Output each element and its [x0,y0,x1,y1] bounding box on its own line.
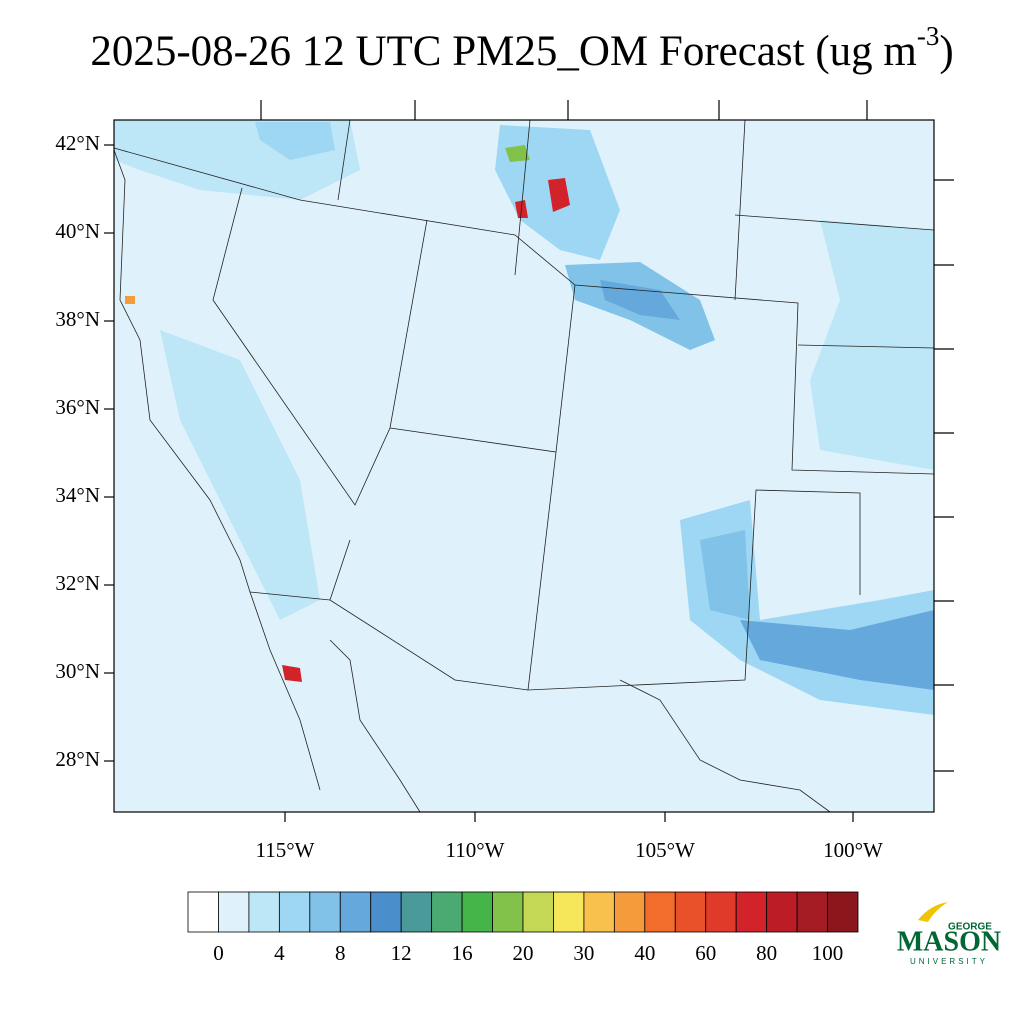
colorbar-cell [553,891,585,933]
title-superscript: -3 [917,21,940,51]
colorbar-cell [796,891,828,933]
boundaries [113,119,935,813]
colorbar-cell [705,891,737,933]
lat-label: 40°N [55,219,100,243]
smoke-region [125,296,135,304]
colorbar-cell [248,891,280,933]
colorbar-cell [400,891,433,933]
logo-name: MASON [897,926,1001,957]
title: 2025-08-26 12 UTC PM25_OM Forecast (ug m… [90,21,953,75]
lat-label: 30°N [55,659,100,683]
colorbar-label: 30 [573,941,594,965]
colorbar-cell [613,891,646,933]
title-main: 2025-08-26 12 UTC PM25_OM Forecast (ug m [90,28,917,75]
colorbar-cell [583,891,615,933]
colorbar-label: 80 [756,941,777,965]
colorbar-cell [309,891,341,933]
smoke-region [740,610,934,690]
colorbar-cell [187,891,219,933]
border-line [249,539,529,691]
logo-swoosh [918,902,948,922]
colorbar-cell [766,891,798,933]
colorbar-label: 40 [634,941,655,965]
lon-label: 105°W [635,838,695,862]
colorbar-label: 16 [452,941,473,965]
smoke-region [282,665,302,682]
smoke-region [700,530,750,620]
colorbar-cell [278,891,311,933]
colorbar-cell [674,891,707,933]
colorbar-cell [735,891,768,933]
smoke-region [600,280,680,320]
colorbar-cell [492,891,524,933]
coastline [329,639,421,813]
lat-label: 42°N [55,131,100,155]
colorbar-label: 20 [513,941,534,965]
colorbar-label: 60 [695,941,716,965]
colorbar-cell [522,891,554,933]
colorbar-label: 4 [274,941,285,965]
smoke-region [548,178,570,212]
colorbar-cell [218,891,250,933]
smoke-region [505,145,530,162]
smoke-region [810,220,934,470]
logo-bottom: UNIVERSITY [910,957,988,966]
lat-label: 36°N [55,395,100,419]
state-line [212,187,428,506]
lat-label: 34°N [55,483,100,507]
lat-label: 32°N [55,571,100,595]
map-frame [113,119,935,813]
map-field [114,120,934,812]
state-line [337,119,935,349]
colorbar-cell [339,891,372,933]
coastline [113,149,321,791]
lat-label: 38°N [55,307,100,331]
colorbar-cell [461,891,493,933]
state-line [389,284,861,691]
lon-label: 100°W [823,838,883,862]
frame-ticks [260,100,868,120]
border-line [619,679,831,813]
logo-top: GEORGE [948,922,992,933]
title-close: ) [939,28,953,75]
colorbar-cell [370,891,402,933]
colorbar-cell [827,891,859,933]
colorbar-label: 0 [213,941,224,965]
colorbar-cell [644,891,676,933]
colorbar-label: 8 [335,941,346,965]
colorbar-cell [431,891,463,933]
lon-label: 115°W [256,838,315,862]
colorbar-label: 12 [391,941,412,965]
lon-label: 110°W [446,838,505,862]
colorbar-label: 100 [812,941,844,965]
smoke-region [255,122,335,160]
lat-label: 28°N [55,747,100,771]
smoke-region [160,330,320,620]
